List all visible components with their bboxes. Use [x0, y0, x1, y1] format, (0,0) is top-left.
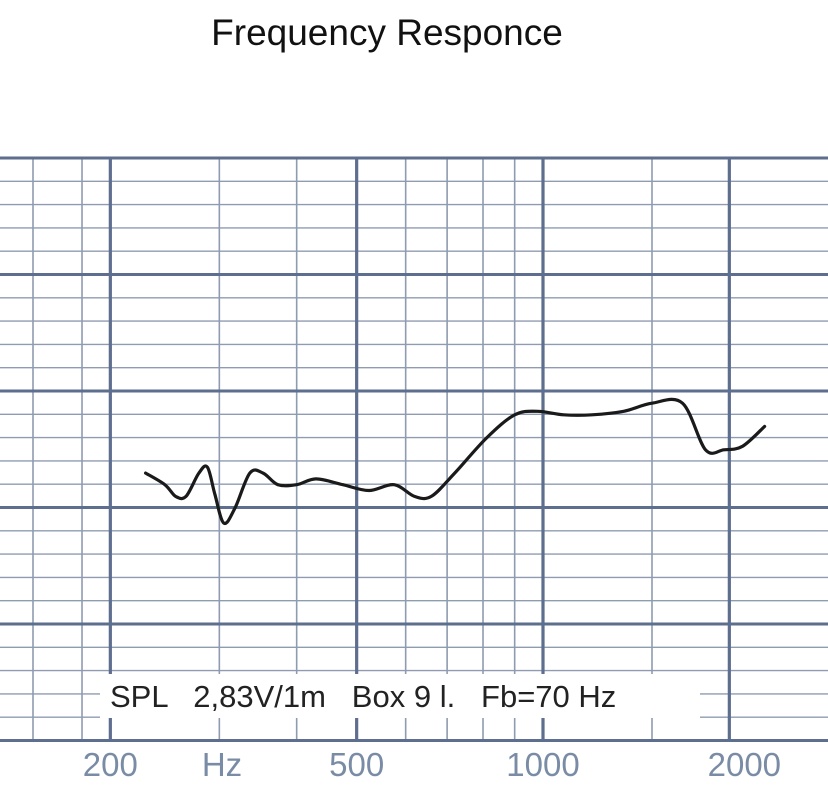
tick-label-2000: 2000	[708, 746, 781, 783]
tick-label-500: 500	[329, 746, 384, 783]
annotation-text: SPL 2,83V/1m Box 9 l. Fb=70 Hz	[110, 679, 616, 714]
annotation: SPL 2,83V/1m Box 9 l. Fb=70 Hz	[100, 674, 700, 718]
major-vertical-gridlines	[108, 158, 731, 741]
annotation-background	[100, 674, 700, 718]
series-line	[144, 397, 767, 526]
minor-vertical-gridlines	[32, 158, 653, 741]
chart-title: Frequency Responce	[211, 12, 563, 53]
x-unit-label: Hz	[202, 746, 242, 783]
x-tick-labels: 200 Hz 500 1000 2000	[83, 746, 781, 783]
tick-label-1000: 1000	[506, 746, 579, 783]
major-horizontal-gridlines	[0, 156, 828, 742]
tick-label-200: 200	[83, 746, 138, 783]
